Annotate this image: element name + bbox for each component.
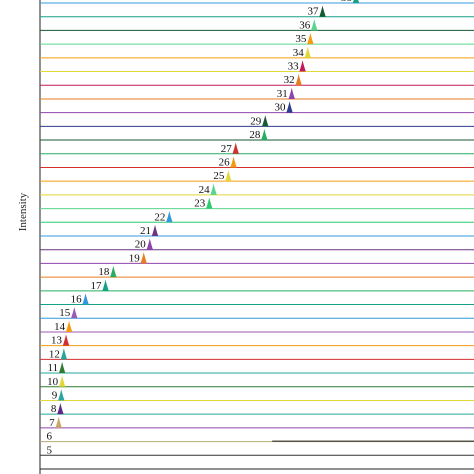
series-label-24: 24	[199, 184, 211, 196]
series-label-26: 26	[219, 156, 231, 168]
series-label-18: 18	[98, 266, 110, 278]
peak-30	[286, 101, 293, 113]
peak-36	[311, 19, 318, 31]
series-label-14: 14	[54, 321, 66, 333]
series-label-29: 29	[250, 115, 262, 127]
peak-22	[166, 211, 173, 223]
peak-25	[225, 169, 232, 182]
series-label-8: 8	[51, 403, 57, 415]
peak-23	[206, 197, 213, 209]
series-label-17: 17	[91, 280, 103, 292]
peak-18	[110, 265, 117, 278]
peak-14	[65, 320, 73, 332]
peak-26	[230, 156, 237, 168]
peak-8	[57, 402, 64, 415]
peak-29	[262, 115, 269, 127]
peak-21	[151, 224, 159, 236]
peak-31	[288, 87, 295, 99]
series-label-9: 9	[52, 389, 58, 401]
peak-33	[299, 60, 306, 72]
peak-10	[58, 375, 66, 387]
series-label-12: 12	[49, 348, 60, 360]
peak-9	[58, 389, 65, 401]
peak-38	[352, 0, 360, 3]
series-layer: 5678910111213141516171819202122232425262…	[40, 0, 474, 470]
peak-7	[55, 416, 62, 428]
series-label-23: 23	[194, 198, 206, 210]
series-label-15: 15	[59, 307, 71, 319]
peak-16	[82, 293, 89, 305]
peak-12	[60, 348, 68, 360]
series-label-28: 28	[249, 129, 261, 141]
series-label-21: 21	[140, 225, 151, 237]
peak-11	[58, 361, 66, 374]
peak-24	[210, 183, 217, 195]
peak-15	[71, 306, 78, 319]
peak-32	[295, 73, 302, 86]
series-label-31: 31	[277, 88, 288, 100]
peak-27	[232, 142, 239, 154]
peak-28	[261, 128, 268, 141]
peak-37	[319, 5, 326, 17]
series-label-5: 5	[47, 444, 53, 456]
series-label-32: 32	[284, 74, 295, 86]
peak-19	[140, 252, 147, 264]
peak-35	[307, 32, 314, 45]
peak-34	[304, 46, 311, 58]
peak-17	[102, 279, 109, 291]
series-label-27: 27	[221, 143, 233, 155]
series-label-22: 22	[154, 211, 165, 223]
series-label-7: 7	[49, 417, 55, 429]
series-label-33: 33	[288, 61, 300, 73]
peak-20	[146, 238, 154, 250]
series-label-10: 10	[47, 376, 59, 388]
series-label-6: 6	[47, 431, 53, 443]
series-label-13: 13	[51, 335, 63, 347]
series-label-30: 30	[275, 102, 287, 114]
series-label-16: 16	[71, 294, 83, 306]
series-label-38: 38	[341, 0, 353, 4]
series-label-37: 37	[308, 6, 320, 18]
series-label-36: 36	[299, 19, 311, 31]
series-label-35: 35	[295, 33, 307, 45]
series-label-19: 19	[129, 252, 141, 264]
y-axis-label: Intensity	[17, 192, 29, 231]
series-label-11: 11	[48, 362, 59, 374]
series-label-20: 20	[135, 239, 147, 251]
series-label-34: 34	[293, 47, 305, 59]
peak-13	[62, 334, 70, 346]
series-label-25: 25	[213, 170, 225, 182]
